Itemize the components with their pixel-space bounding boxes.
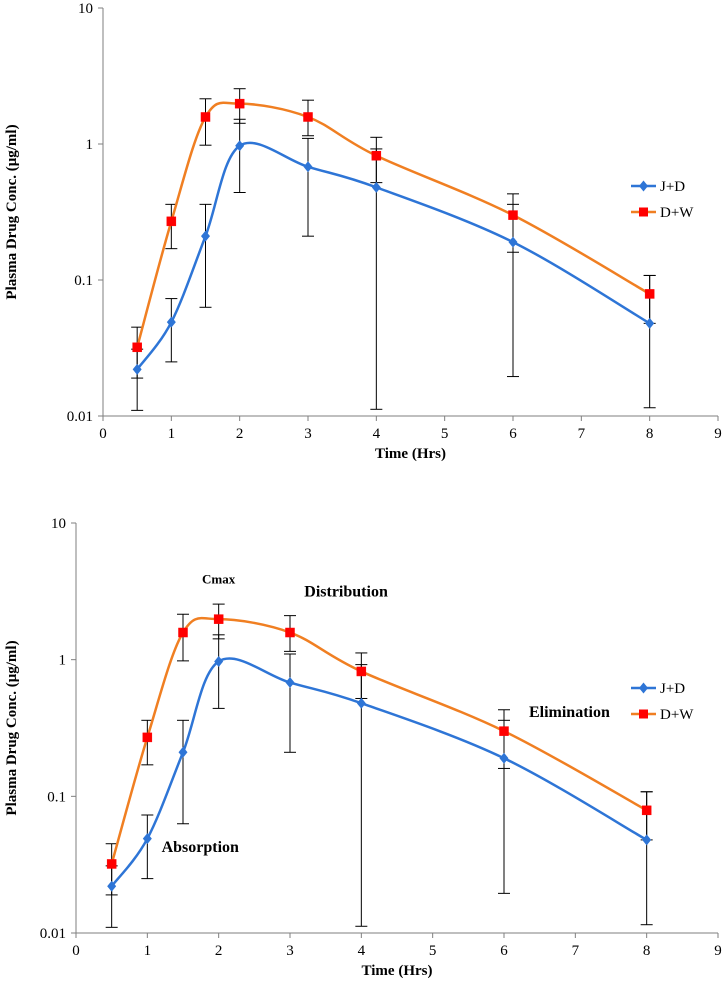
data-point: [356, 697, 366, 709]
x-tick-label: 1: [144, 943, 152, 959]
x-axis-title: Time (Hrs): [362, 963, 433, 979]
data-point: [106, 859, 117, 869]
y-axis-title: Plasma Drug Conc. (μg/ml): [4, 640, 20, 815]
data-point: [200, 112, 211, 122]
data-point: [499, 726, 509, 736]
data-point: [214, 655, 224, 667]
data-point: [132, 342, 142, 353]
x-tick-label: 4: [358, 943, 366, 959]
series-line-j-d: [136, 141, 651, 371]
data-point: [371, 181, 381, 193]
data-point: [303, 161, 313, 173]
data-point: [107, 880, 117, 892]
data-point: [235, 140, 245, 152]
data-point: [285, 627, 295, 638]
x-tick-label: 2: [236, 426, 244, 442]
annotation-label: Distribution: [304, 583, 388, 600]
series-line-d-w: [110, 616, 648, 865]
y-tick-label: 10: [78, 1, 93, 17]
data-point: [285, 677, 295, 689]
legend-marker: [639, 682, 648, 694]
data-point: [166, 316, 176, 328]
legend-label: J+D: [660, 681, 685, 697]
data-point: [303, 112, 313, 122]
x-tick-label: 6: [500, 943, 508, 959]
legend-label: J+D: [660, 179, 685, 195]
x-tick-label: 3: [286, 943, 294, 959]
data-point: [213, 614, 224, 624]
data-point: [508, 210, 518, 220]
series-line-d-w: [135, 101, 651, 348]
x-tick-label: 9: [714, 943, 722, 959]
y-tick-label: 0.01: [40, 926, 66, 942]
x-tick-label: 3: [304, 426, 312, 442]
annotation-label: Absorption: [162, 839, 239, 856]
legend-marker: [639, 180, 648, 192]
x-tick-label: 0: [72, 943, 80, 959]
legend-marker: [639, 709, 648, 719]
data-point: [166, 216, 177, 227]
x-tick-label: 5: [441, 426, 449, 442]
y-tick-label: 10: [51, 516, 66, 532]
legend-marker: [639, 207, 648, 217]
data-point: [178, 746, 188, 758]
data-point: [142, 732, 153, 743]
data-point: [645, 317, 655, 329]
data-point: [642, 834, 652, 846]
data-point: [499, 752, 509, 764]
data-point: [644, 289, 655, 299]
data-point: [234, 98, 245, 109]
y-tick-label: 1: [59, 653, 67, 669]
x-tick-label: 9: [714, 426, 722, 442]
y-tick-label: 0.1: [47, 789, 66, 805]
x-tick-label: 5: [429, 943, 437, 959]
data-point: [356, 666, 367, 677]
x-tick-label: 2: [215, 943, 223, 959]
x-axis-title: Time (Hrs): [375, 446, 446, 462]
x-tick-label: 1: [168, 426, 176, 442]
annotation-label: Elimination: [529, 704, 610, 721]
data-point: [201, 230, 210, 242]
data-point: [371, 150, 382, 161]
x-tick-label: 0: [99, 426, 107, 442]
y-axis-title: Plasma Drug Conc. (μg/ml): [4, 124, 20, 299]
annotation-label: Cmax: [202, 572, 236, 587]
x-tick-label: 6: [509, 426, 517, 442]
x-tick-label: 7: [578, 426, 586, 442]
y-tick-label: 1: [86, 137, 94, 153]
x-tick-label: 7: [572, 943, 580, 959]
data-point: [641, 805, 652, 816]
legend-label: D+W: [660, 707, 694, 723]
y-tick-label: 0.01: [67, 409, 93, 425]
legend-label: D+W: [660, 205, 694, 221]
chart-bottom: 0 1 2 3 4 5 6 7 8 9 0.01 0.1 1 10 Time (Hrs) Plasma Dru…: [4, 516, 722, 979]
data-point: [132, 363, 142, 375]
data-point: [178, 627, 188, 638]
data-point: [142, 833, 152, 845]
x-tick-label: 8: [643, 943, 651, 959]
y-tick-label: 0.1: [74, 273, 93, 289]
data-point: [508, 236, 518, 248]
chart-top: 0 1 2 3 4 5 6 7 8 9 0.01 0.1 1 10 Time (Hrs) Plasma Dru…: [4, 1, 722, 462]
x-tick-label: 8: [646, 426, 654, 442]
x-tick-label: 4: [373, 426, 381, 442]
